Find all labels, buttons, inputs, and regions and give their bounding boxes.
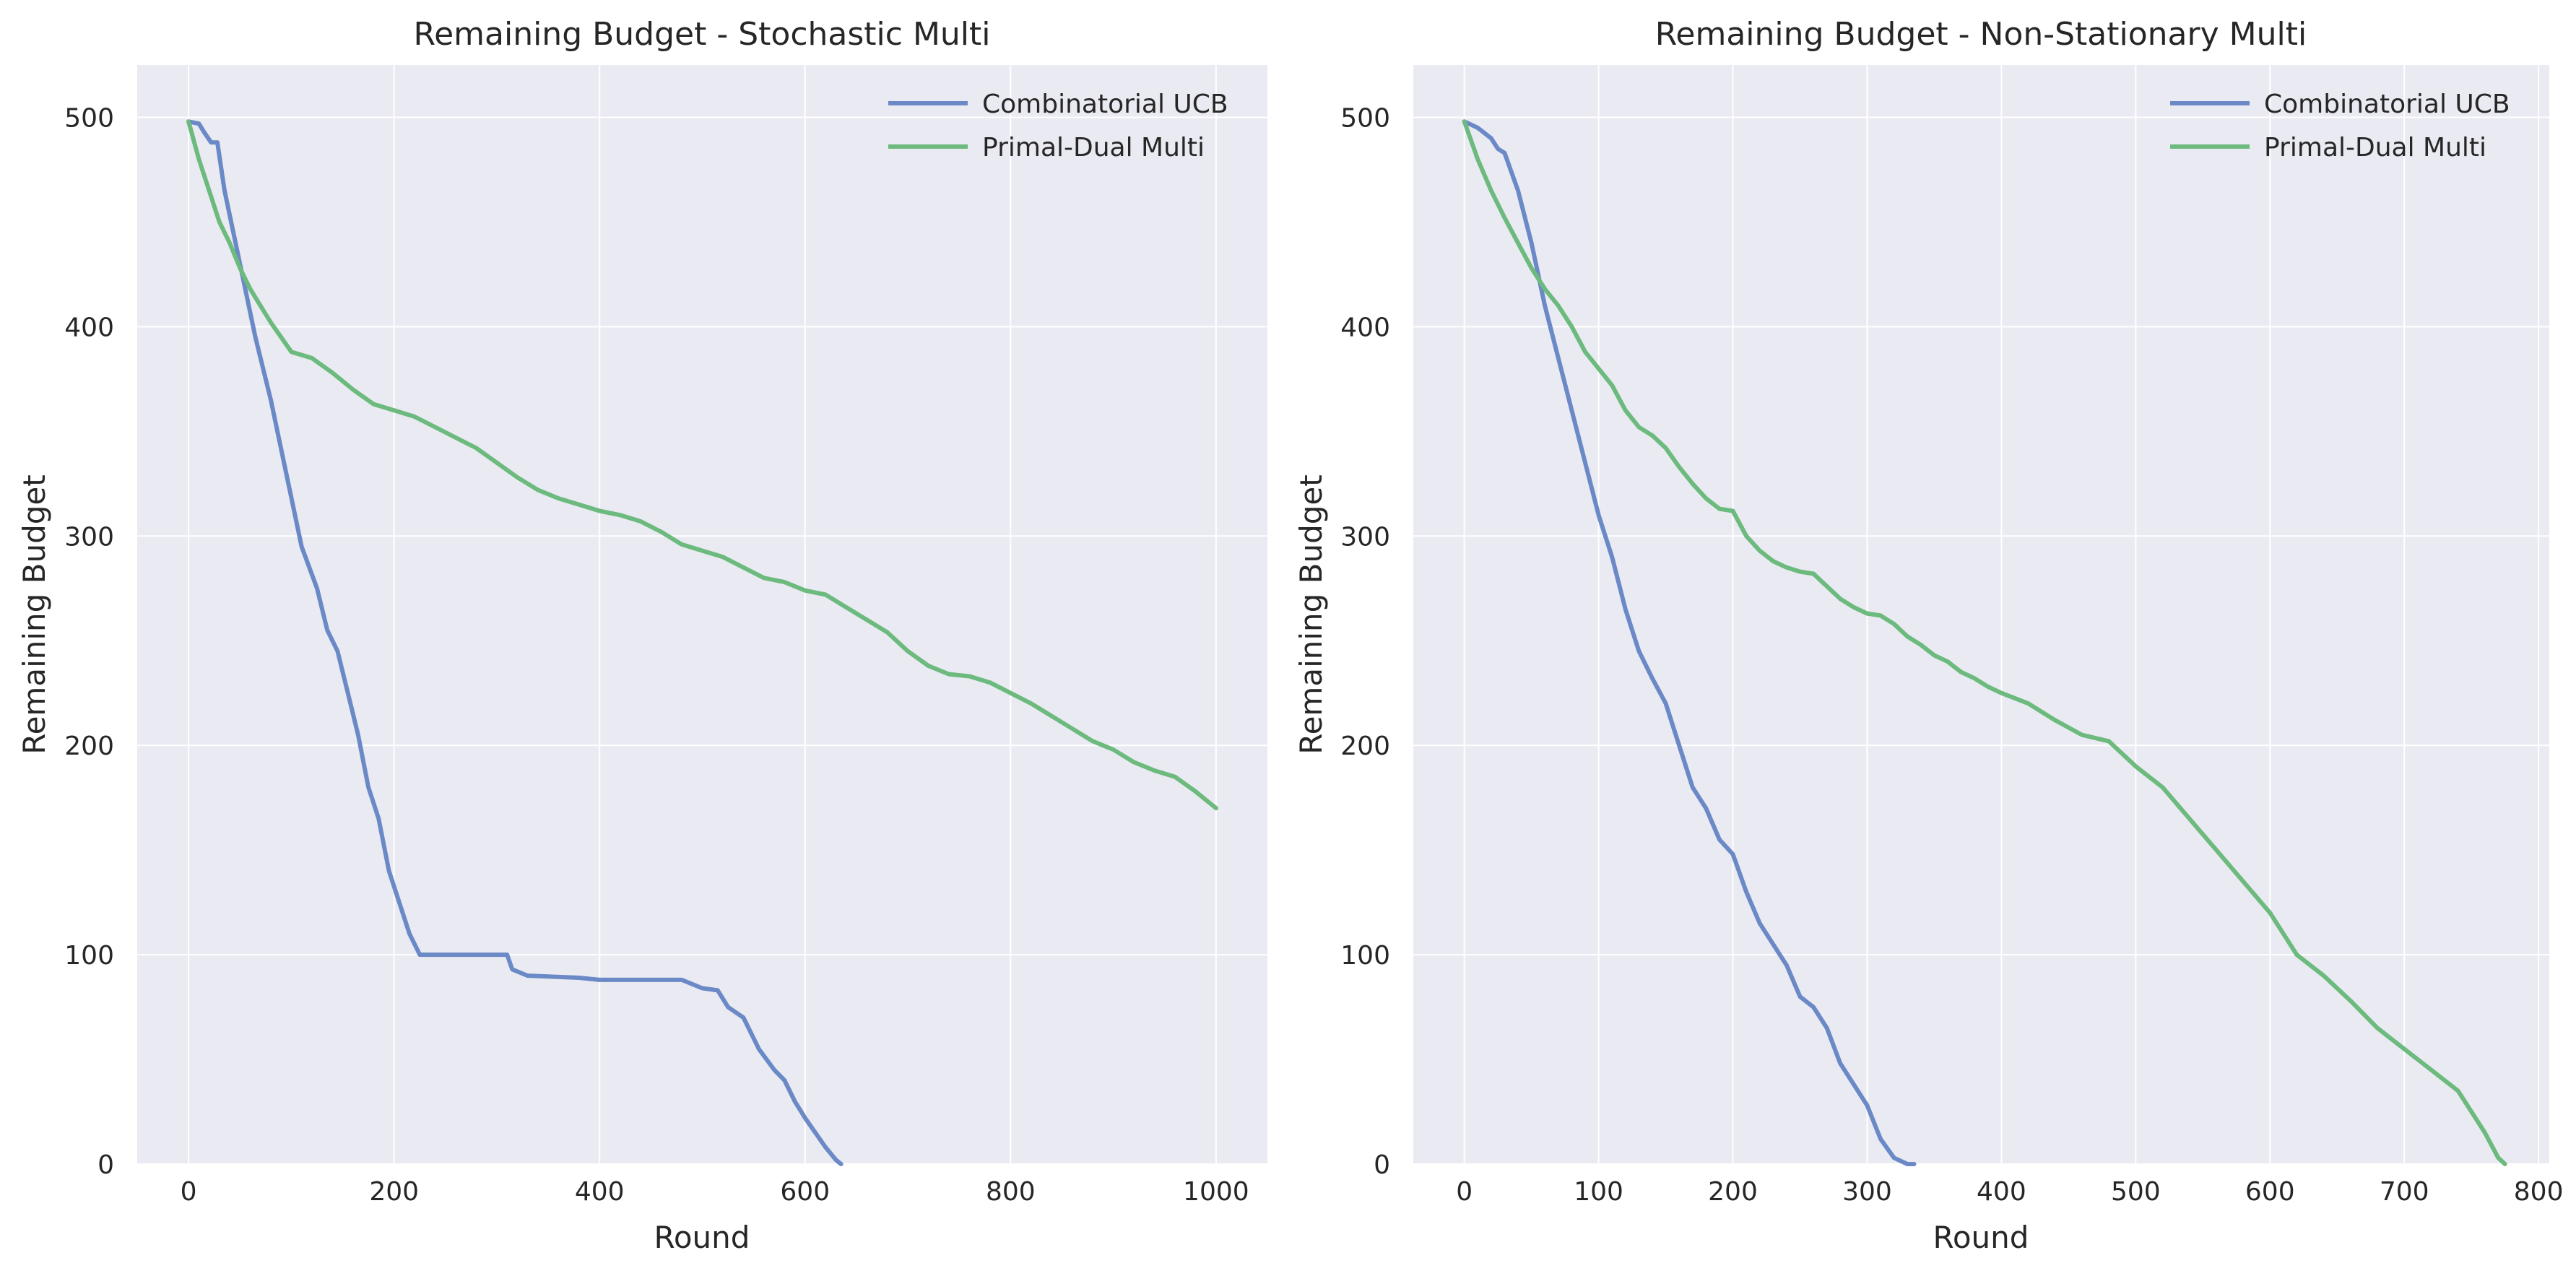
- legend-label: Primal-Dual Multi: [982, 133, 1205, 162]
- x-tick-label: 600: [780, 1177, 830, 1207]
- grid-nonstationary: [1413, 65, 2549, 1165]
- x-tick-label: 100: [1574, 1177, 1623, 1207]
- y-tick-label: 200: [1340, 732, 1390, 761]
- chart-stochastic: 0 200 400 600 800 1000 0 100 200 300 400 500 Combi…: [17, 16, 1267, 1255]
- series-line-combinatorial-ucb: [1462, 119, 1917, 1166]
- x-axis-label-nonstationary: Round: [1933, 1220, 2029, 1255]
- y-tick-label: 300: [64, 522, 114, 552]
- x-ticks-nonstationary: 0 100 200 300 400 500 600 700 800: [1456, 1177, 2563, 1207]
- x-tick-label: 400: [1977, 1177, 2026, 1207]
- y-tick-label: 100: [64, 941, 114, 971]
- x-tick-label: 400: [575, 1177, 625, 1207]
- x-tick-label: 0: [1456, 1177, 1473, 1207]
- x-tick-label: 800: [986, 1177, 1036, 1207]
- y-tick-label: 0: [1374, 1150, 1390, 1180]
- grid-stochastic: [137, 65, 1267, 1165]
- y-tick-label: 300: [1340, 522, 1390, 552]
- x-tick-label: 600: [2245, 1177, 2295, 1207]
- plot-area-nonstationary: [1413, 65, 2549, 1164]
- chart-title-nonstationary: Remaining Budget - Non-Stationary Multi: [1655, 16, 2307, 53]
- x-ticks-stochastic: 0 200 400 600 800 1000: [181, 1177, 1249, 1207]
- x-tick-label: 800: [2514, 1177, 2564, 1207]
- legend-stochastic: Combinatorial UCB Primal-Dual Multi: [888, 90, 1228, 162]
- y-tick-label: 400: [64, 313, 114, 342]
- legend-label: Combinatorial UCB: [982, 90, 1228, 119]
- series-line-primal-dual-multi: [1462, 119, 2507, 1166]
- x-tick-label: 300: [1842, 1177, 1892, 1207]
- x-tick-label: 200: [369, 1177, 419, 1207]
- chart-nonstationary: 0 100 200 300 400 500 600 700 800 0 100 200 300 400 5…: [1293, 16, 2563, 1255]
- y-tick-label: 200: [64, 732, 114, 761]
- chart-title-stochastic: Remaining Budget - Stochastic Multi: [413, 16, 990, 53]
- y-tick-label: 100: [1340, 941, 1390, 971]
- legend-label: Primal-Dual Multi: [2264, 133, 2486, 162]
- series-line-combinatorial-ucb: [186, 119, 844, 1166]
- y-tick-label: 500: [64, 103, 114, 133]
- x-tick-label: 0: [181, 1177, 197, 1207]
- series-nonstationary: [1462, 119, 2507, 1166]
- plot-area-stochastic: [137, 65, 1267, 1164]
- legend-nonstationary: Combinatorial UCB Primal-Dual Multi: [2170, 90, 2510, 162]
- x-tick-label: 500: [2111, 1177, 2161, 1207]
- series-stochastic: [186, 119, 1218, 1166]
- x-tick-label: 700: [2380, 1177, 2429, 1207]
- y-tick-label: 400: [1340, 313, 1390, 342]
- y-tick-label: 500: [1340, 103, 1390, 133]
- y-axis-label-nonstationary: Remaining Budget: [1293, 474, 1329, 754]
- legend-label: Combinatorial UCB: [2264, 90, 2510, 119]
- y-ticks-stochastic: 0 100 200 300 400 500: [64, 103, 114, 1180]
- y-tick-label: 0: [97, 1150, 114, 1180]
- series-line-primal-dual-multi: [186, 119, 1218, 811]
- x-axis-label-stochastic: Round: [654, 1220, 750, 1255]
- x-tick-label: 1000: [1183, 1177, 1249, 1207]
- x-tick-label: 200: [1708, 1177, 1758, 1207]
- y-axis-label-stochastic: Remaining Budget: [17, 474, 52, 754]
- y-ticks-nonstationary: 0 100 200 300 400 500: [1340, 103, 1390, 1180]
